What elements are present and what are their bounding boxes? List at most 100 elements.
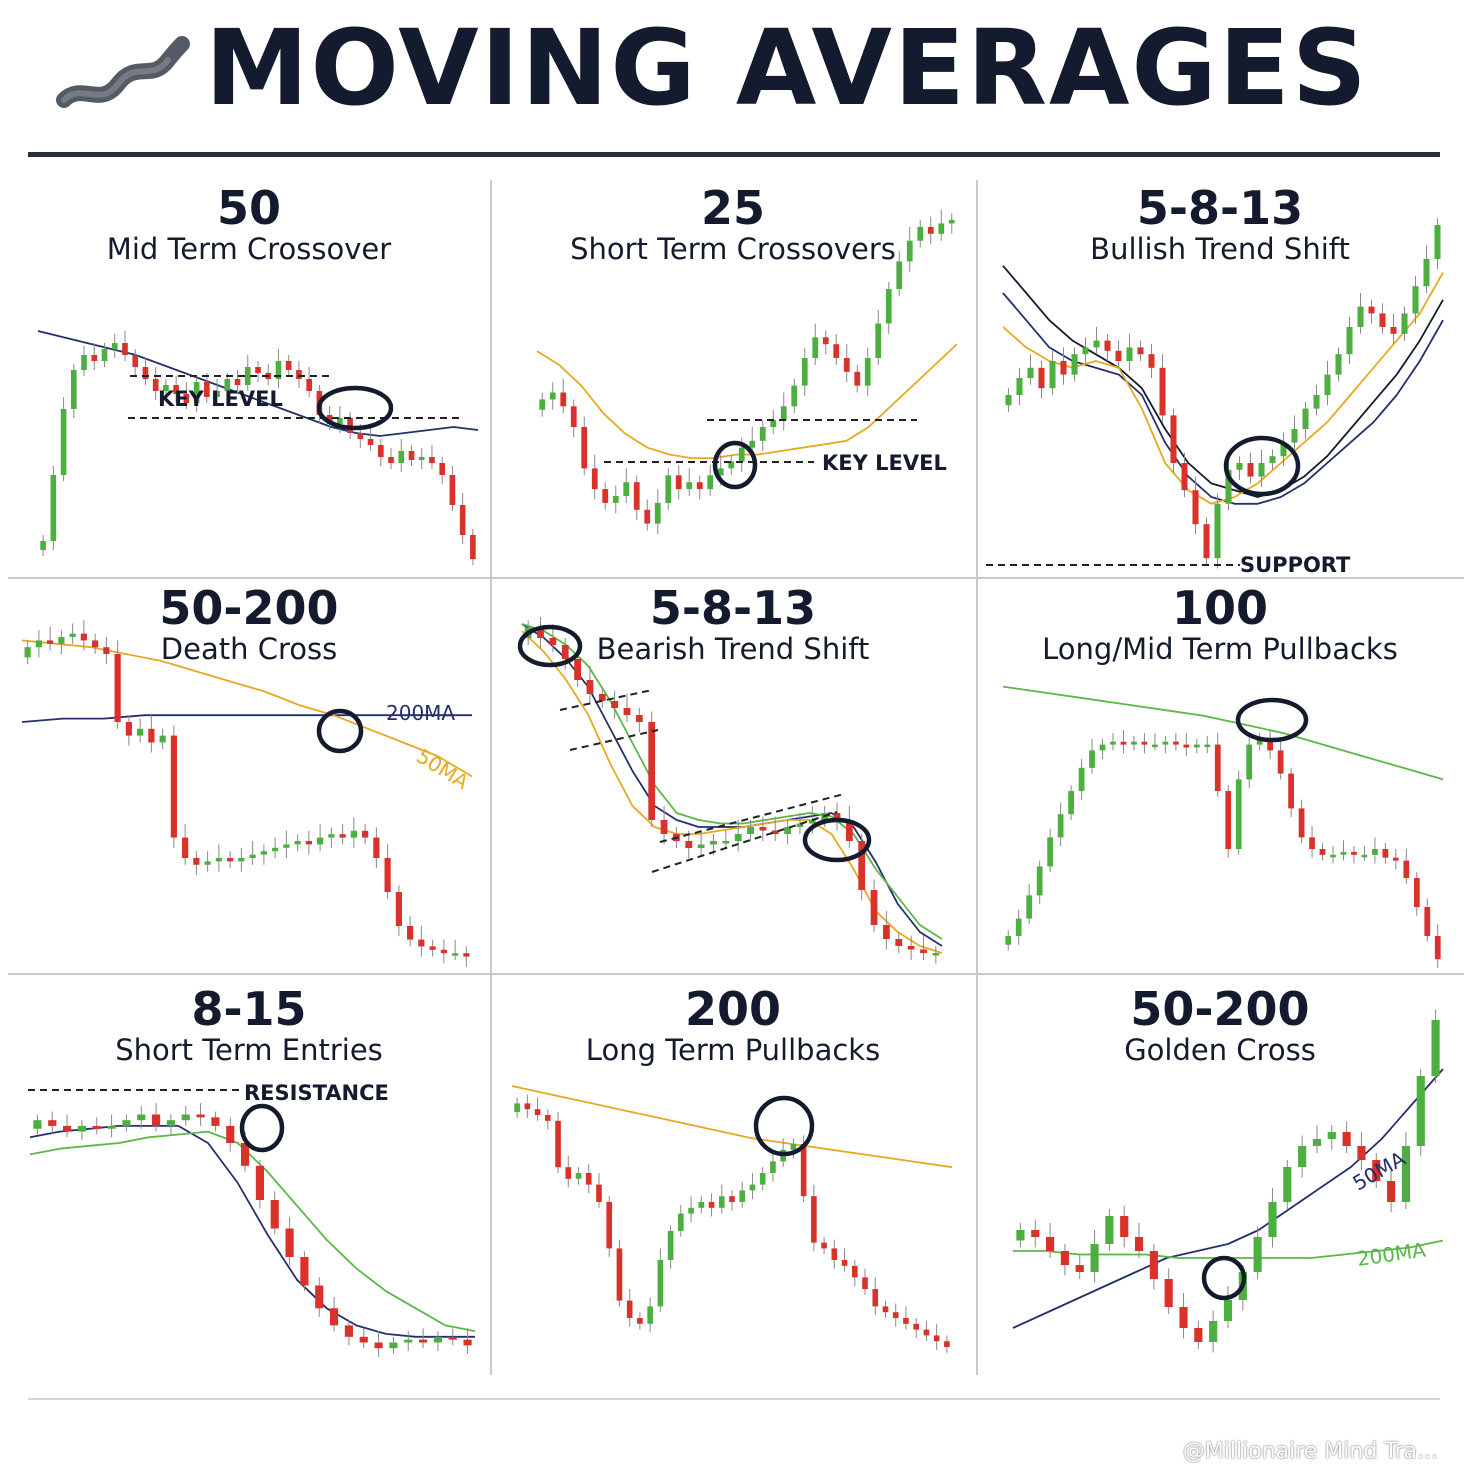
candle bbox=[315, 1285, 324, 1309]
candle bbox=[574, 659, 581, 680]
candle bbox=[1082, 347, 1089, 355]
candle bbox=[821, 1242, 827, 1249]
dashed-level-line bbox=[651, 811, 838, 873]
candle bbox=[932, 953, 940, 956]
candle bbox=[337, 418, 343, 424]
candle bbox=[872, 1289, 879, 1307]
candlestick-chart: KEY LEVEL bbox=[37, 330, 479, 565]
highlight-circle bbox=[316, 708, 364, 754]
moving-average-line bbox=[536, 343, 958, 460]
chart-subtitle: Mid Term Crossover bbox=[106, 232, 392, 266]
candle bbox=[1026, 895, 1033, 919]
page-title: MOVING AVERAGES bbox=[205, 7, 1369, 129]
candle bbox=[780, 406, 787, 421]
candle bbox=[152, 379, 159, 391]
candle bbox=[395, 892, 402, 926]
candle bbox=[166, 1120, 175, 1126]
candle bbox=[534, 1109, 541, 1115]
candle bbox=[1256, 738, 1263, 745]
candle bbox=[204, 382, 210, 397]
candle bbox=[196, 1114, 205, 1118]
candle bbox=[1423, 259, 1430, 287]
candle bbox=[729, 1196, 735, 1202]
candle bbox=[1192, 490, 1199, 525]
footer-rule bbox=[28, 1398, 1440, 1400]
header-rule bbox=[28, 152, 1440, 157]
dashed-level-line bbox=[569, 729, 659, 751]
candle bbox=[581, 427, 588, 469]
chart-subtitle: Long/Mid Term Pullbacks bbox=[1042, 632, 1398, 666]
candle bbox=[463, 1339, 472, 1346]
candle bbox=[648, 722, 656, 820]
chart-title: 100 bbox=[1171, 581, 1269, 635]
candle bbox=[226, 1125, 235, 1143]
candle bbox=[1071, 354, 1078, 375]
chart-title: 50-200 bbox=[159, 581, 339, 635]
candle bbox=[1181, 463, 1188, 491]
candle bbox=[851, 1265, 858, 1278]
candle bbox=[418, 939, 425, 947]
chart-panel: SUPPORT 5-8-13 Bullish Trend Shift bbox=[978, 180, 1462, 577]
candle bbox=[193, 382, 200, 403]
candle bbox=[883, 925, 890, 939]
candle bbox=[357, 433, 364, 439]
candle bbox=[537, 627, 544, 638]
candle bbox=[708, 1202, 715, 1208]
candle bbox=[1280, 442, 1287, 457]
candle bbox=[675, 475, 682, 490]
candle bbox=[285, 361, 292, 370]
candle bbox=[612, 496, 619, 503]
candle bbox=[407, 926, 414, 940]
candle bbox=[1005, 936, 1012, 945]
candle bbox=[1342, 1132, 1351, 1146]
candle bbox=[586, 680, 594, 694]
candle bbox=[182, 837, 189, 858]
moving-average-line bbox=[1002, 272, 1444, 505]
candle bbox=[623, 708, 631, 715]
candle bbox=[470, 535, 476, 559]
candle bbox=[1258, 463, 1265, 477]
candle bbox=[81, 355, 87, 370]
candle bbox=[317, 837, 324, 845]
candle bbox=[1225, 791, 1232, 849]
candle bbox=[665, 475, 672, 503]
chart-subtitle: Death Cross bbox=[160, 632, 338, 666]
chart-subtitle: Golden Cross bbox=[1124, 1033, 1316, 1067]
candle bbox=[1372, 1160, 1381, 1181]
candle bbox=[1137, 347, 1144, 355]
candle bbox=[524, 1103, 531, 1110]
candle bbox=[626, 1300, 633, 1318]
candle bbox=[749, 440, 756, 448]
candle bbox=[241, 1143, 250, 1166]
candle bbox=[440, 949, 447, 954]
candle bbox=[718, 1196, 725, 1208]
candle bbox=[1288, 773, 1294, 809]
candle bbox=[565, 1167, 572, 1179]
highlight-circle bbox=[517, 624, 583, 668]
candle bbox=[728, 461, 735, 469]
candlestick-chart: 200MA 50MA bbox=[21, 620, 473, 967]
candle bbox=[696, 482, 703, 490]
moving-average-line bbox=[1012, 1068, 1444, 1329]
candle bbox=[1060, 361, 1067, 375]
candle bbox=[107, 1125, 116, 1129]
candle bbox=[1340, 851, 1347, 855]
candle bbox=[1335, 354, 1342, 375]
candle bbox=[739, 1190, 746, 1202]
chart-panel: 100 Long/Mid Term Pullbacks bbox=[978, 580, 1462, 972]
candle bbox=[710, 841, 717, 845]
candle bbox=[359, 1336, 368, 1343]
candle bbox=[374, 1342, 383, 1349]
candle bbox=[1015, 918, 1022, 936]
candle bbox=[463, 953, 470, 957]
candle bbox=[255, 1165, 264, 1200]
candle bbox=[404, 1339, 413, 1343]
candle bbox=[1115, 350, 1122, 361]
candle bbox=[1031, 1230, 1040, 1237]
candle bbox=[238, 858, 245, 862]
candle bbox=[903, 1318, 909, 1324]
candle bbox=[770, 420, 777, 427]
highlight-circle bbox=[1235, 697, 1309, 743]
candle bbox=[555, 1120, 561, 1168]
